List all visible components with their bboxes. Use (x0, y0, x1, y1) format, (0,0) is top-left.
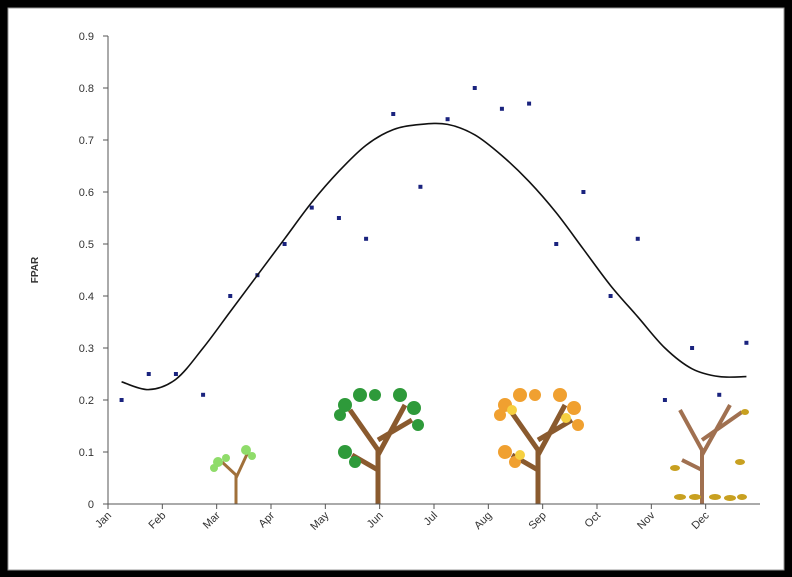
data-point (418, 185, 422, 189)
data-point (744, 341, 748, 345)
y-axis-label: FPAR (30, 256, 41, 283)
data-point (717, 393, 721, 397)
data-point (527, 102, 531, 106)
data-point (310, 206, 314, 210)
data-point (283, 242, 287, 246)
chart-panel (8, 8, 784, 570)
y-tick-label: 0.9 (79, 31, 94, 43)
data-point (690, 346, 694, 350)
y-tick-label: 0.1 (79, 447, 94, 459)
data-point (174, 372, 178, 376)
y-tick-label: 0.5 (79, 239, 94, 251)
data-point (391, 112, 395, 116)
data-point (201, 393, 205, 397)
data-point (581, 190, 585, 194)
data-point (228, 294, 232, 298)
y-tick-label: 0.8 (79, 83, 94, 95)
data-point (147, 372, 151, 376)
y-tick-label: 0.4 (79, 291, 94, 303)
data-point (473, 86, 477, 90)
y-tick-label: 0.6 (79, 187, 94, 199)
data-point (337, 216, 341, 220)
data-point (120, 398, 124, 402)
data-point (500, 107, 504, 111)
y-tick-label: 0.2 (79, 395, 94, 407)
data-point (446, 117, 450, 121)
data-point (554, 242, 558, 246)
data-point (663, 398, 667, 402)
page: {"chart_data": {"type": "scatter-fit", "… (0, 0, 792, 577)
y-tick-label: 0 (88, 499, 94, 511)
y-tick-label: 0.3 (79, 343, 94, 355)
data-point (636, 237, 640, 241)
y-tick-label: 0.7 (79, 135, 94, 147)
data-point (609, 294, 613, 298)
chart: FPAR 00.10.20.30.40.50.60.70.80.9JanFebM… (0, 0, 792, 577)
data-point (364, 237, 368, 241)
